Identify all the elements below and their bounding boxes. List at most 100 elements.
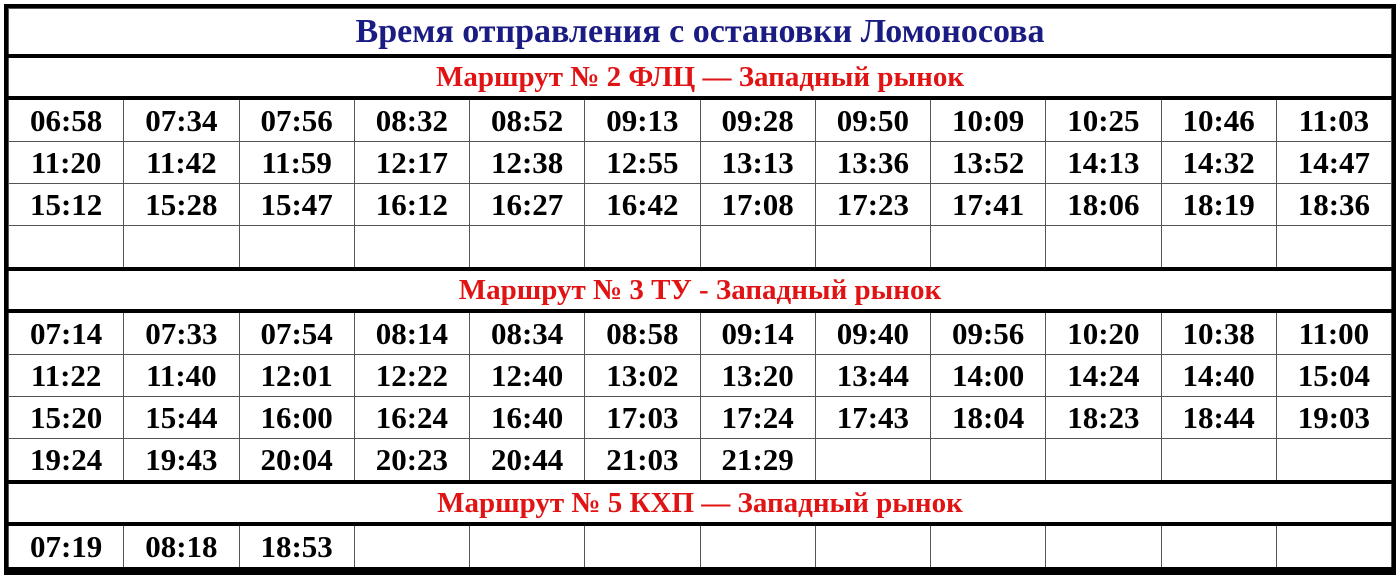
- departure-time: 19:03: [1275, 396, 1393, 439]
- departure-time: 16:00: [238, 396, 355, 439]
- departure-time: 07:54: [238, 310, 355, 355]
- departure-time: 18:53: [238, 523, 355, 571]
- time-row: 15:12 15:28 15:47 16:12 16:27 16:42 17:08 17:23…: [7, 183, 1393, 226]
- route-name: Маршрут № 3 ТУ - Западный рынок: [8, 267, 1392, 313]
- departure-time: 12:22: [353, 354, 471, 397]
- departure-time: 14:40: [1160, 354, 1277, 397]
- departure-time: 08:18: [123, 523, 240, 571]
- departure-time: 17:24: [699, 396, 816, 439]
- route-header-row: Маршрут № 5 КХП — Западный рынок: [8, 480, 1392, 526]
- departure-time: 12:40: [468, 354, 586, 397]
- departure-time: [929, 438, 1047, 483]
- departure-time: [468, 523, 586, 571]
- route-name: Маршрут № 5 КХП — Западный рынок: [8, 480, 1392, 526]
- departure-time: 13:36: [814, 141, 932, 184]
- departure-time: 19:24: [7, 438, 125, 483]
- departure-time: 17:41: [929, 183, 1047, 226]
- departure-time: 14:47: [1275, 141, 1393, 184]
- departure-time: [929, 225, 1047, 270]
- departure-time: [123, 225, 240, 270]
- route-header-row: Маршрут № 2 ФЛЦ — Западный рынок: [8, 54, 1392, 100]
- departure-time: [1275, 225, 1393, 270]
- departure-time: 10:09: [929, 97, 1047, 142]
- departure-time: 07:56: [238, 97, 355, 142]
- departure-time: 07:14: [7, 310, 125, 355]
- departure-time: [1275, 438, 1393, 483]
- departure-time: 12:55: [584, 141, 701, 184]
- time-row: 11:20 11:42 11:59 12:17 12:38 12:55 13:13 13:36…: [7, 141, 1393, 184]
- departure-time: 15:20: [7, 396, 125, 439]
- departure-time: 11:20: [7, 141, 125, 184]
- departure-time: 15:28: [123, 183, 240, 226]
- departure-time: 21:29: [699, 438, 816, 483]
- departure-time: [1275, 523, 1393, 571]
- departure-time: 09:14: [699, 310, 816, 355]
- departure-time: [238, 225, 355, 270]
- departure-time: 16:24: [353, 396, 471, 439]
- departure-time: [1045, 438, 1162, 483]
- departure-time: [929, 523, 1047, 571]
- time-row: 06:58 07:34 07:56 08:32 08:52 09:13 09:28 09:50…: [7, 97, 1393, 142]
- departure-time: 18:04: [929, 396, 1047, 439]
- departure-time: [814, 523, 932, 571]
- departure-time: 15:47: [238, 183, 355, 226]
- departure-time: 12:01: [238, 354, 355, 397]
- time-row: 15:20 15:44 16:00 16:24 16:40 17:03 17:24 17:43…: [7, 396, 1393, 439]
- departure-time: 09:13: [584, 97, 701, 142]
- departure-time: 14:13: [1045, 141, 1162, 184]
- departure-time: 11:22: [7, 354, 125, 397]
- departure-time: 11:00: [1275, 310, 1393, 355]
- page-title: Время отправления с остановки Ломоносова: [8, 8, 1392, 58]
- departure-time: [584, 225, 701, 270]
- departure-time: 15:04: [1275, 354, 1393, 397]
- departure-time: 16:42: [584, 183, 701, 226]
- departure-time: 11:42: [123, 141, 240, 184]
- departure-time: 13:13: [699, 141, 816, 184]
- time-row: 07:14 07:33 07:54 08:14 08:34 08:58 09:14 09:40…: [7, 310, 1393, 355]
- departure-time: 18:44: [1160, 396, 1277, 439]
- departure-time: [1045, 523, 1162, 571]
- departure-time: 20:44: [468, 438, 586, 483]
- departure-time: [468, 225, 586, 270]
- time-row: 07:19 08:18 18:53: [7, 523, 1393, 571]
- departure-time: [1160, 523, 1277, 571]
- departure-time: 07:34: [123, 97, 240, 142]
- timetable-table: Время отправления с остановки Ломоносова…: [7, 8, 1393, 571]
- departure-time: [353, 523, 471, 571]
- departure-time: 08:14: [353, 310, 471, 355]
- departure-time: 11:03: [1275, 97, 1393, 142]
- departure-time: 07:33: [123, 310, 240, 355]
- departure-time: 09:50: [814, 97, 932, 142]
- departure-time: 18:19: [1160, 183, 1277, 226]
- departure-time: [1045, 225, 1162, 270]
- departure-time: [584, 523, 701, 571]
- departure-time: 12:17: [353, 141, 471, 184]
- departure-time: 15:44: [123, 396, 240, 439]
- title-row: Время отправления с остановки Ломоносова: [8, 8, 1392, 58]
- departure-time: 10:46: [1160, 97, 1277, 142]
- departure-time: 08:34: [468, 310, 586, 355]
- departure-time: 16:40: [468, 396, 586, 439]
- route-name: Маршрут № 2 ФЛЦ — Западный рынок: [8, 54, 1392, 100]
- departure-time: 08:32: [353, 97, 471, 142]
- departure-time: 14:24: [1045, 354, 1162, 397]
- departure-time: 13:20: [699, 354, 816, 397]
- departure-time: 13:44: [814, 354, 932, 397]
- departure-time: 08:58: [584, 310, 701, 355]
- departure-time: 14:00: [929, 354, 1047, 397]
- departure-time: 11:59: [238, 141, 355, 184]
- departure-time: 12:38: [468, 141, 586, 184]
- departure-time: 18:06: [1045, 183, 1162, 226]
- departure-time: 14:32: [1160, 141, 1277, 184]
- departure-time: 17:23: [814, 183, 932, 226]
- departure-time: [699, 225, 816, 270]
- departure-time: 16:12: [353, 183, 471, 226]
- departure-time: 10:38: [1160, 310, 1277, 355]
- departure-time: 06:58: [7, 97, 125, 142]
- departure-time: 09:40: [814, 310, 932, 355]
- departure-time: 09:28: [699, 97, 816, 142]
- departure-time: 09:56: [929, 310, 1047, 355]
- departure-time: 19:43: [123, 438, 240, 483]
- departure-time: [1160, 438, 1277, 483]
- departure-time: 17:08: [699, 183, 816, 226]
